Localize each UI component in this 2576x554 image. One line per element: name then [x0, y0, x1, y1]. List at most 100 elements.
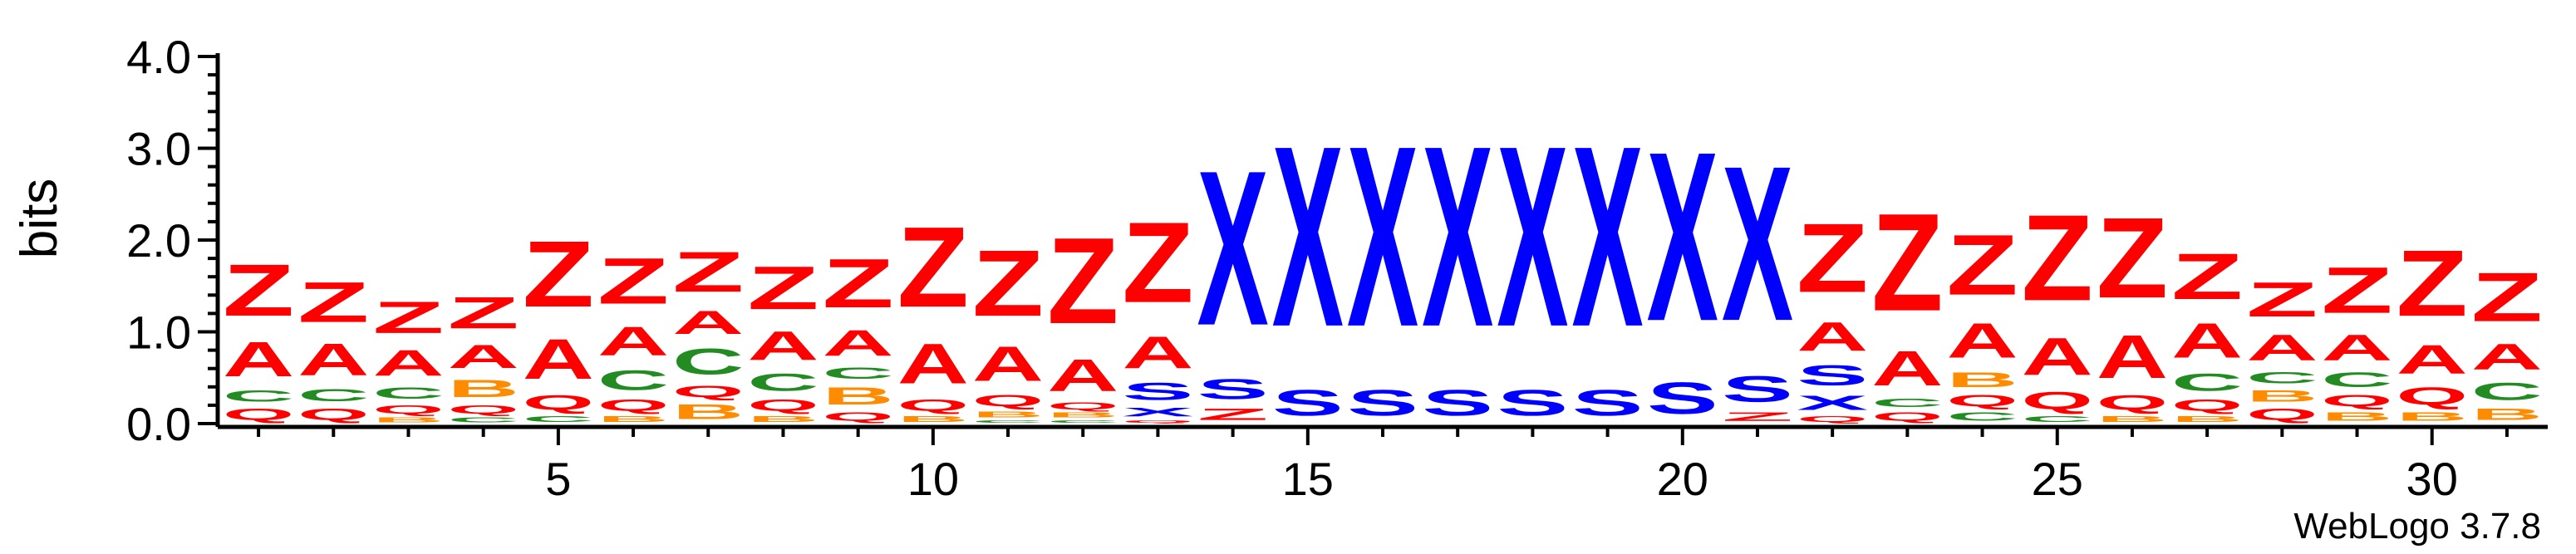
y-tick-label: 3.0	[126, 123, 191, 175]
logo-letter: S	[1647, 373, 1718, 424]
logo-letter: Z	[597, 245, 669, 318]
logo-letter: C	[372, 385, 444, 403]
logo-letter: Q	[1797, 414, 1868, 424]
logo-stack: SX	[1347, 93, 1418, 423]
logo-letter: A	[2471, 336, 2543, 378]
y-axis-label: bits	[11, 179, 68, 258]
logo-letter: Z	[372, 292, 444, 343]
logo-letter: S	[1497, 383, 1568, 424]
logo-letter: A	[223, 331, 294, 386]
logo-letter: X	[1122, 405, 1193, 419]
x-tick-label: 20	[1657, 453, 1708, 505]
logo-stack: SX	[1272, 93, 1344, 423]
logo-letter: A	[2022, 327, 2093, 387]
logo-letter: X	[1197, 125, 1269, 372]
logo-stacks: QCAZQCAZBQCAZCQBAZCQAZBQCAZBQCAZBQCAZQBC…	[223, 93, 2543, 424]
logo-letter: C	[2246, 369, 2318, 387]
logo-letter: Z	[1722, 409, 1793, 424]
logo-letter: X	[1722, 120, 1793, 368]
logo-letter: C	[597, 364, 669, 396]
logo-letter: Z	[972, 231, 1044, 336]
logo-letter: B	[1047, 412, 1118, 419]
logo-letter: Q	[1946, 391, 2018, 409]
logo-letter: Q	[672, 382, 744, 400]
y-tick-label: 1.0	[126, 306, 191, 359]
logo-letter: Z	[1946, 218, 2018, 314]
logo-letter: Q	[747, 396, 819, 414]
logo-letter: C	[1871, 396, 1943, 410]
logo-stack: SX	[1422, 93, 1493, 423]
logo-letter: S	[1422, 383, 1493, 424]
logo-letter: Z	[1122, 199, 1193, 326]
logo-letter: Q	[2321, 391, 2392, 409]
logo-letter: B	[2397, 410, 2468, 424]
logo-letter: Q	[2171, 396, 2243, 414]
logo-letter: Z	[1047, 212, 1118, 350]
logo-letter: C	[523, 414, 594, 424]
logo-letter: A	[372, 343, 444, 385]
logo-letter: Q	[2022, 387, 2093, 414]
logo-letter: Z	[297, 270, 369, 335]
logo-letter: C	[823, 364, 894, 382]
logo-letter: A	[672, 304, 744, 341]
logo-letter: Z	[747, 253, 819, 322]
logo-letter: Q	[1122, 419, 1193, 424]
logo-letter: C	[1047, 419, 1118, 423]
logo-stack: ZSX	[1722, 120, 1793, 424]
y-tick-label: 2.0	[126, 214, 191, 267]
logo-letter: C	[2471, 378, 2543, 405]
logo-letter: S	[1272, 383, 1344, 424]
logo-stack: SX	[1647, 101, 1718, 424]
logo-stack: SX	[1497, 93, 1568, 423]
y-tick-label: 4.0	[126, 31, 191, 83]
logo-letter: A	[2097, 323, 2168, 392]
logo-letter: B	[2321, 410, 2392, 424]
y-axis: 0.0 1.0 2.0 3.0 4.0	[126, 31, 220, 450]
logo-letter: Z	[672, 239, 744, 304]
logo-letter: B	[1946, 369, 2018, 391]
logo-letter: B	[597, 414, 669, 424]
logo-letter: Q	[2097, 391, 2168, 414]
logo-letter: A	[1122, 327, 1193, 378]
y-tick-label: 0.0	[126, 398, 191, 450]
logo-letter: C	[747, 369, 819, 396]
logo-letter: Q	[1047, 400, 1118, 411]
logo-letter: C	[223, 387, 294, 405]
logo-letter: Q	[523, 391, 594, 414]
logo-letter: B	[672, 401, 744, 424]
logo-letter: B	[823, 382, 894, 409]
logo-letter: S	[1197, 373, 1269, 405]
logo-letter: S	[1122, 378, 1193, 405]
logo-letter: X	[1797, 391, 1868, 414]
weblogo-credit: WebLogo 3.7.8	[2293, 506, 2541, 547]
logo-letter: S	[1797, 360, 1868, 392]
logo-letter: Q	[597, 396, 669, 414]
x-tick-label: 15	[1282, 453, 1334, 505]
logo-letter: Z	[448, 287, 519, 338]
logo-letter: A	[1797, 314, 1868, 360]
logo-letter: C	[972, 419, 1044, 423]
logo-letter: A	[972, 336, 1044, 391]
logo-letter: Q	[2397, 383, 2468, 410]
logo-letter: X	[1647, 101, 1718, 372]
logo-letter: A	[747, 323, 819, 369]
logo-stack: SX	[1571, 93, 1643, 423]
logo-letter: B	[448, 375, 519, 403]
logo-letter: C	[672, 341, 744, 383]
logo-letter: Q	[1871, 409, 1943, 424]
